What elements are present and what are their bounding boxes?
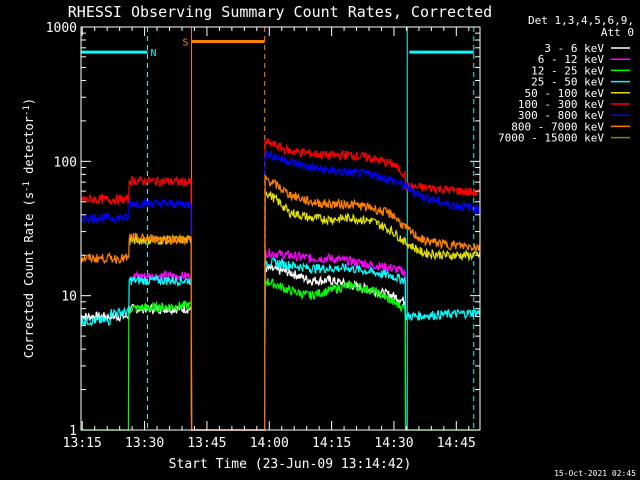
legend-label-4: 50 - 100 keV [525, 87, 605, 100]
flag-label-S: S [183, 37, 189, 48]
legend-label-5: 100 - 300 keV [518, 98, 604, 111]
y-tick-label-0: 1 [69, 424, 77, 439]
chart-title: RHESSI Observing Summary Count Rates, Co… [68, 3, 492, 21]
series-line-6 [80, 150, 481, 431]
axis-ticks: 13:15 13:30 13:45 14:00 14:15 14:30 14:45 1 10 10… [46, 21, 480, 451]
series-line-7 [80, 174, 481, 431]
legend-label-6: 300 - 800 keV [518, 109, 604, 122]
legend-label-3: 25 - 50 keV [531, 76, 604, 89]
legend-label-7: 800 - 7000 keV [511, 120, 604, 133]
y-tick-label-3: 1000 [46, 21, 77, 36]
y-axis-label: Corrected Count Rate (s-1 detector-1) [22, 98, 36, 358]
x-tick-label-5: 14:30 [374, 436, 413, 451]
series-line-2 [81, 277, 480, 431]
series-line-4 [128, 190, 481, 431]
plot-frame [80, 26, 481, 431]
x-tick-label-4: 14:15 [312, 436, 351, 451]
series-line-1 [129, 248, 407, 431]
legend-label-2: 12 - 25 keV [531, 64, 604, 77]
y-tick-label-1: 10 [61, 290, 77, 305]
x-axis-label: Start Time (23-Jun-09 13:14:42) [169, 457, 412, 472]
series-line-3 [80, 257, 481, 431]
legend-header-line1: Det 1,3,4,5,6,9, [528, 14, 634, 27]
x-tick-label-2: 13:45 [187, 436, 226, 451]
x-tick-label-6: 14:45 [437, 436, 476, 451]
legend-label-8: 7000 - 15000 keV [498, 132, 604, 145]
x-tick-label-1: 13:30 [125, 436, 164, 451]
legend-label-0: 3 - 6 keV [544, 42, 604, 55]
plot-area: NS [80, 27, 481, 431]
flag-label-N: N [150, 48, 156, 59]
x-tick-label-0: 13:15 [63, 436, 102, 451]
y-tick-label-2: 100 [54, 155, 77, 170]
footer-timestamp: 15-Oct-2021 02:45 [554, 469, 636, 478]
legend-header-line2: Att 0 [601, 26, 634, 39]
x-tick-label-3: 14:00 [250, 436, 289, 451]
legend-label-1: 6 - 12 keV [538, 53, 605, 66]
